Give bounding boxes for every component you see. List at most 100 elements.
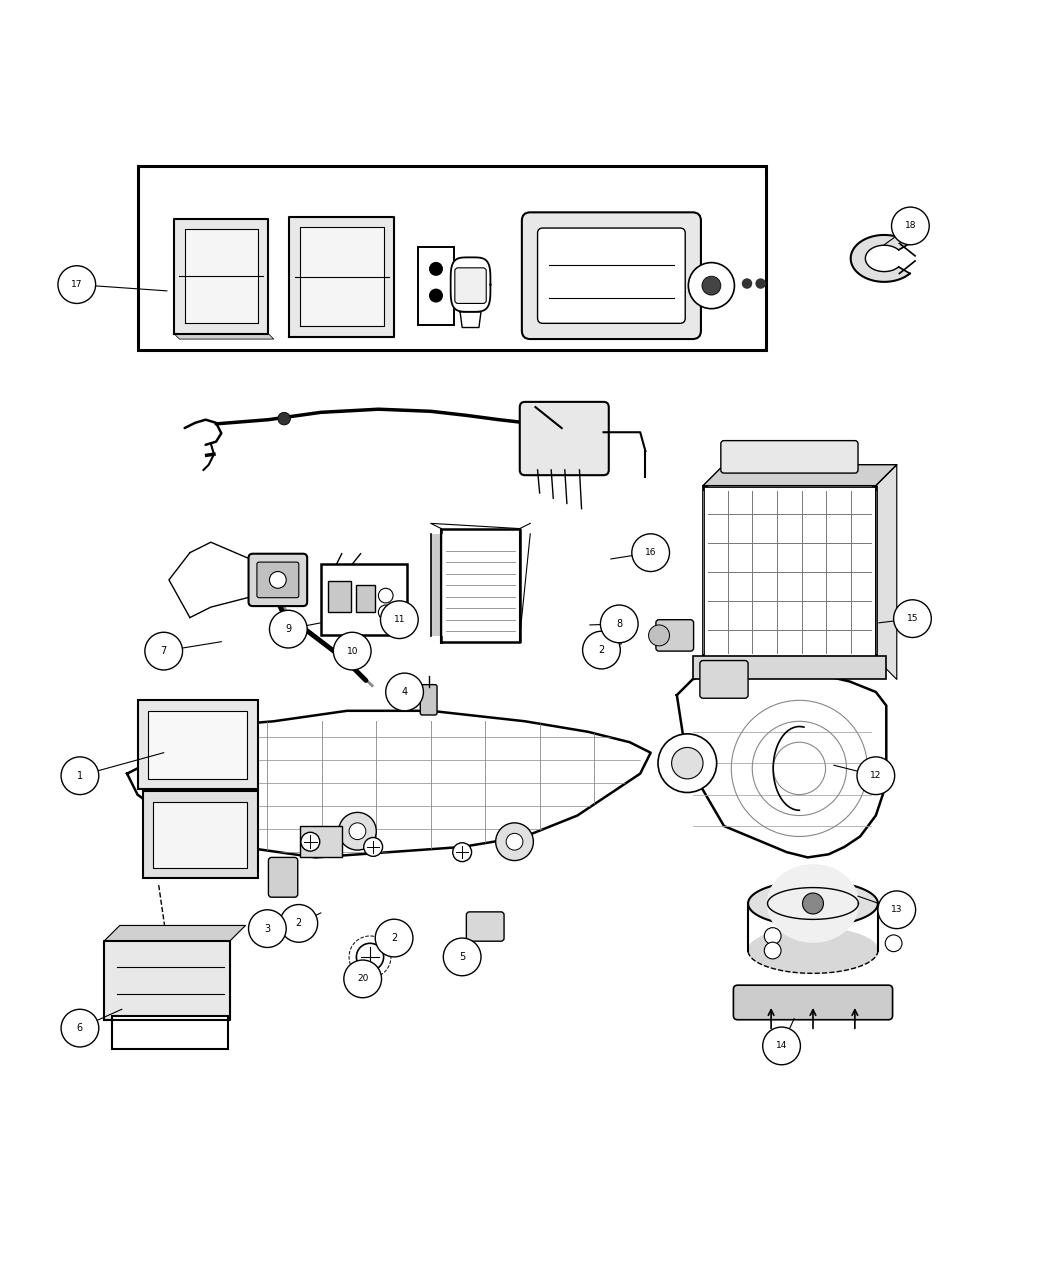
Circle shape bbox=[894, 599, 931, 638]
Circle shape bbox=[363, 838, 382, 857]
Polygon shape bbox=[704, 464, 897, 486]
Text: 11: 11 bbox=[394, 616, 405, 625]
Polygon shape bbox=[850, 235, 910, 282]
Circle shape bbox=[278, 412, 291, 425]
FancyBboxPatch shape bbox=[143, 792, 258, 878]
Circle shape bbox=[885, 935, 902, 951]
FancyBboxPatch shape bbox=[269, 857, 298, 898]
Circle shape bbox=[755, 278, 765, 288]
Circle shape bbox=[429, 263, 442, 275]
Polygon shape bbox=[127, 710, 651, 857]
Circle shape bbox=[343, 960, 381, 998]
Circle shape bbox=[61, 757, 99, 794]
Text: 16: 16 bbox=[645, 548, 656, 557]
Text: 8: 8 bbox=[616, 618, 623, 629]
FancyBboxPatch shape bbox=[257, 562, 299, 598]
Polygon shape bbox=[876, 464, 897, 680]
Circle shape bbox=[702, 277, 721, 295]
FancyBboxPatch shape bbox=[328, 581, 351, 612]
Polygon shape bbox=[290, 217, 394, 337]
Circle shape bbox=[689, 263, 734, 309]
Circle shape bbox=[58, 265, 96, 303]
Circle shape bbox=[61, 1010, 99, 1047]
Text: 2: 2 bbox=[296, 918, 302, 928]
Text: 7: 7 bbox=[161, 646, 167, 657]
Circle shape bbox=[802, 892, 823, 914]
Circle shape bbox=[145, 632, 183, 669]
Polygon shape bbox=[174, 334, 274, 339]
FancyBboxPatch shape bbox=[420, 685, 437, 715]
Polygon shape bbox=[300, 227, 383, 326]
FancyBboxPatch shape bbox=[520, 402, 609, 476]
Polygon shape bbox=[704, 486, 876, 658]
Text: 10: 10 bbox=[346, 646, 358, 655]
FancyBboxPatch shape bbox=[138, 166, 765, 349]
Circle shape bbox=[270, 611, 308, 648]
FancyBboxPatch shape bbox=[538, 228, 686, 324]
Circle shape bbox=[496, 822, 533, 861]
Circle shape bbox=[280, 904, 318, 942]
FancyBboxPatch shape bbox=[418, 247, 454, 325]
Circle shape bbox=[762, 1028, 800, 1065]
Circle shape bbox=[385, 673, 423, 710]
FancyBboxPatch shape bbox=[455, 268, 486, 303]
Text: 3: 3 bbox=[265, 923, 271, 933]
Circle shape bbox=[375, 919, 413, 958]
Text: 1: 1 bbox=[77, 770, 83, 780]
Text: 17: 17 bbox=[71, 280, 83, 289]
FancyBboxPatch shape bbox=[148, 710, 248, 779]
Polygon shape bbox=[460, 312, 481, 328]
Circle shape bbox=[378, 606, 393, 620]
Text: 4: 4 bbox=[401, 687, 407, 697]
FancyBboxPatch shape bbox=[430, 534, 443, 636]
Polygon shape bbox=[185, 230, 258, 324]
Polygon shape bbox=[104, 941, 230, 1020]
Circle shape bbox=[658, 734, 717, 793]
FancyBboxPatch shape bbox=[112, 1016, 228, 1049]
Circle shape bbox=[632, 534, 670, 571]
FancyBboxPatch shape bbox=[522, 213, 701, 339]
Circle shape bbox=[270, 571, 287, 588]
Circle shape bbox=[429, 289, 442, 302]
Polygon shape bbox=[677, 667, 886, 857]
Circle shape bbox=[380, 601, 418, 639]
Circle shape bbox=[333, 632, 371, 669]
FancyBboxPatch shape bbox=[356, 585, 375, 612]
Text: 18: 18 bbox=[905, 222, 917, 231]
Circle shape bbox=[891, 207, 929, 245]
FancyBboxPatch shape bbox=[300, 826, 341, 857]
Text: 14: 14 bbox=[776, 1042, 788, 1051]
Polygon shape bbox=[174, 218, 269, 334]
Polygon shape bbox=[748, 928, 878, 973]
Circle shape bbox=[741, 278, 752, 288]
Circle shape bbox=[878, 891, 916, 928]
FancyBboxPatch shape bbox=[693, 657, 886, 680]
Text: 20: 20 bbox=[357, 974, 369, 983]
Text: 2: 2 bbox=[598, 645, 605, 655]
Text: 6: 6 bbox=[77, 1023, 83, 1033]
Circle shape bbox=[453, 843, 471, 862]
Polygon shape bbox=[104, 926, 246, 941]
Polygon shape bbox=[441, 529, 520, 641]
Text: 15: 15 bbox=[907, 615, 918, 623]
FancyBboxPatch shape bbox=[656, 620, 694, 652]
Polygon shape bbox=[768, 864, 859, 942]
Circle shape bbox=[857, 757, 895, 794]
Text: 2: 2 bbox=[391, 933, 397, 944]
Circle shape bbox=[506, 834, 523, 850]
Text: 13: 13 bbox=[891, 905, 903, 914]
Circle shape bbox=[764, 942, 781, 959]
Circle shape bbox=[601, 606, 638, 643]
FancyBboxPatch shape bbox=[321, 565, 406, 635]
FancyBboxPatch shape bbox=[721, 441, 858, 473]
Circle shape bbox=[764, 928, 781, 945]
Text: 12: 12 bbox=[870, 771, 882, 780]
Circle shape bbox=[672, 747, 704, 779]
Polygon shape bbox=[450, 258, 490, 312]
Circle shape bbox=[583, 631, 621, 669]
Polygon shape bbox=[748, 881, 878, 926]
FancyBboxPatch shape bbox=[138, 700, 258, 789]
FancyBboxPatch shape bbox=[249, 553, 308, 606]
Text: 5: 5 bbox=[459, 952, 465, 961]
Circle shape bbox=[443, 938, 481, 975]
